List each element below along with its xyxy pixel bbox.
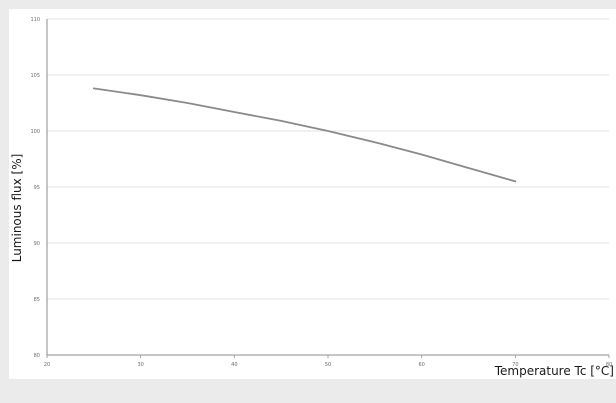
- grid-lines: [47, 18, 609, 356]
- x-tick-labels: 20 30 40 50 60 70 80: [44, 362, 612, 368]
- series-lines: [92, 87, 517, 183]
- y-tick-label: 85: [34, 297, 40, 303]
- y-tick-label: 80: [34, 353, 40, 359]
- line-chart: 80 85 90 95 100 105 110 20 30 40 50 60 70 80 Luminou…: [10, 17, 614, 378]
- y-tick-label: 100: [30, 129, 40, 135]
- y-tick-label: 105: [30, 73, 40, 79]
- series-line: [92, 87, 517, 183]
- y-axis-title: Luminous flux [%]: [10, 154, 24, 263]
- x-tick-label: 80: [606, 362, 612, 368]
- x-axis-title: Temperature Tc [°C]: [494, 364, 614, 378]
- y-tick-label: 95: [34, 185, 40, 191]
- axes: [46, 19, 610, 358]
- x-tick-label: 20: [44, 362, 50, 368]
- x-tick-label: 70: [512, 362, 518, 368]
- chart-panel: 80 85 90 95 100 105 110 20 30 40 50 60 70 80 Luminou…: [9, 9, 616, 379]
- y-tick-labels: 80 85 90 95 100 105 110: [30, 17, 40, 359]
- y-tick-label: 110: [30, 17, 40, 23]
- x-tick-label: 30: [137, 362, 143, 368]
- x-tick-label: 60: [418, 362, 424, 368]
- y-tick-label: 90: [34, 241, 40, 247]
- x-tick-label: 40: [231, 362, 237, 368]
- x-tick-label: 50: [325, 362, 331, 368]
